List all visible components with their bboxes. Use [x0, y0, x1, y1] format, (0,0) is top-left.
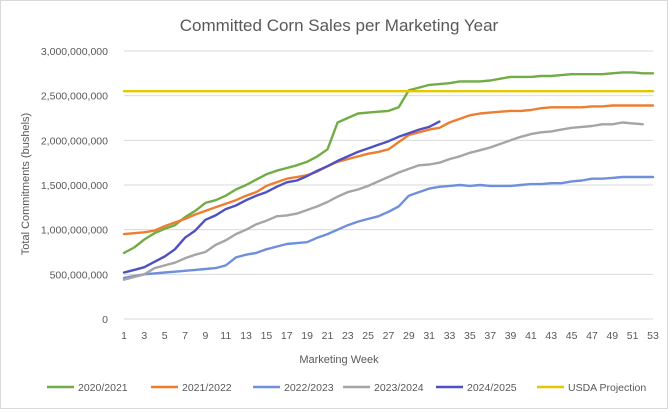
- x-tick-label: 43: [545, 330, 557, 342]
- x-tick-label: 11: [220, 330, 231, 342]
- series-line-2021-2022: [122, 104, 655, 236]
- x-tick-label: 21: [322, 330, 334, 342]
- x-tick-label: 31: [423, 330, 435, 342]
- legend-label: USDA Projection: [568, 382, 646, 394]
- x-tick-label: 45: [566, 330, 578, 342]
- legend-label: 2022/2023: [284, 382, 334, 394]
- y-tick-label: 0: [102, 314, 108, 326]
- chart-title: Committed Corn Sales per Marketing Year: [180, 16, 499, 35]
- series-line-2024-2025: [122, 120, 441, 274]
- series-line-2022-2023: [122, 175, 655, 280]
- y-tick-labels: 0 500,000,000 1,000,000,000 1,500,000,000 2,…: [41, 46, 108, 326]
- x-tick-label: 25: [362, 330, 374, 342]
- y-tick-label: 2,000,000,000: [41, 135, 108, 147]
- x-tick-label: 27: [383, 330, 395, 342]
- y-tick-label: 1,000,000,000: [41, 225, 108, 237]
- x-tick-label: 35: [464, 330, 476, 342]
- x-tick-label: 33: [444, 330, 456, 342]
- x-tick-label: 9: [202, 330, 208, 342]
- legend-label: 2024/2025: [467, 382, 517, 394]
- x-tick-label: 19: [301, 330, 313, 342]
- y-axis-label: Total Commitments (bushels): [20, 113, 32, 255]
- x-tick-label: 47: [586, 330, 598, 342]
- series-line-2023-2024: [122, 121, 644, 281]
- x-tick-label: 5: [162, 330, 168, 342]
- x-tick-label: 49: [606, 330, 618, 342]
- series-lines: [122, 71, 655, 281]
- x-tick-label: 37: [484, 330, 496, 342]
- x-tick-label: 29: [403, 330, 415, 342]
- x-tick-label: 13: [240, 330, 252, 342]
- legend: 2020/2021 2021/2022 2022/2023 2023/2024 2024…: [47, 382, 646, 394]
- x-tick-label: 39: [505, 330, 517, 342]
- x-tick-label: 7: [182, 330, 188, 342]
- legend-label: 2023/2024: [374, 382, 424, 394]
- x-tick-label: 53: [647, 330, 659, 342]
- x-tick-labels: 1 3 5 7 9 11 13 15 17 19 21 23 25 27 29 31 33 35 37 39 41 43 4…: [121, 330, 659, 342]
- x-tick-label: 41: [525, 330, 537, 342]
- x-axis-label: Marketing Week: [299, 354, 379, 366]
- x-tick-label: 3: [141, 330, 147, 342]
- x-tick-label: 23: [342, 330, 354, 342]
- x-tick-label: 17: [281, 330, 293, 342]
- x-tick-label: 51: [627, 330, 639, 342]
- y-tick-label: 3,000,000,000: [41, 46, 108, 58]
- y-tick-label: 1,500,000,000: [41, 180, 108, 192]
- y-tick-label: 2,500,000,000: [41, 91, 108, 103]
- y-tick-label: 500,000,000: [50, 269, 109, 281]
- series-line-2020-2021: [122, 71, 655, 255]
- legend-label: 2020/2021: [78, 382, 128, 394]
- legend-label: 2021/2022: [182, 382, 232, 394]
- x-tick-label: 1: [121, 330, 127, 342]
- x-tick-label: 15: [261, 330, 273, 342]
